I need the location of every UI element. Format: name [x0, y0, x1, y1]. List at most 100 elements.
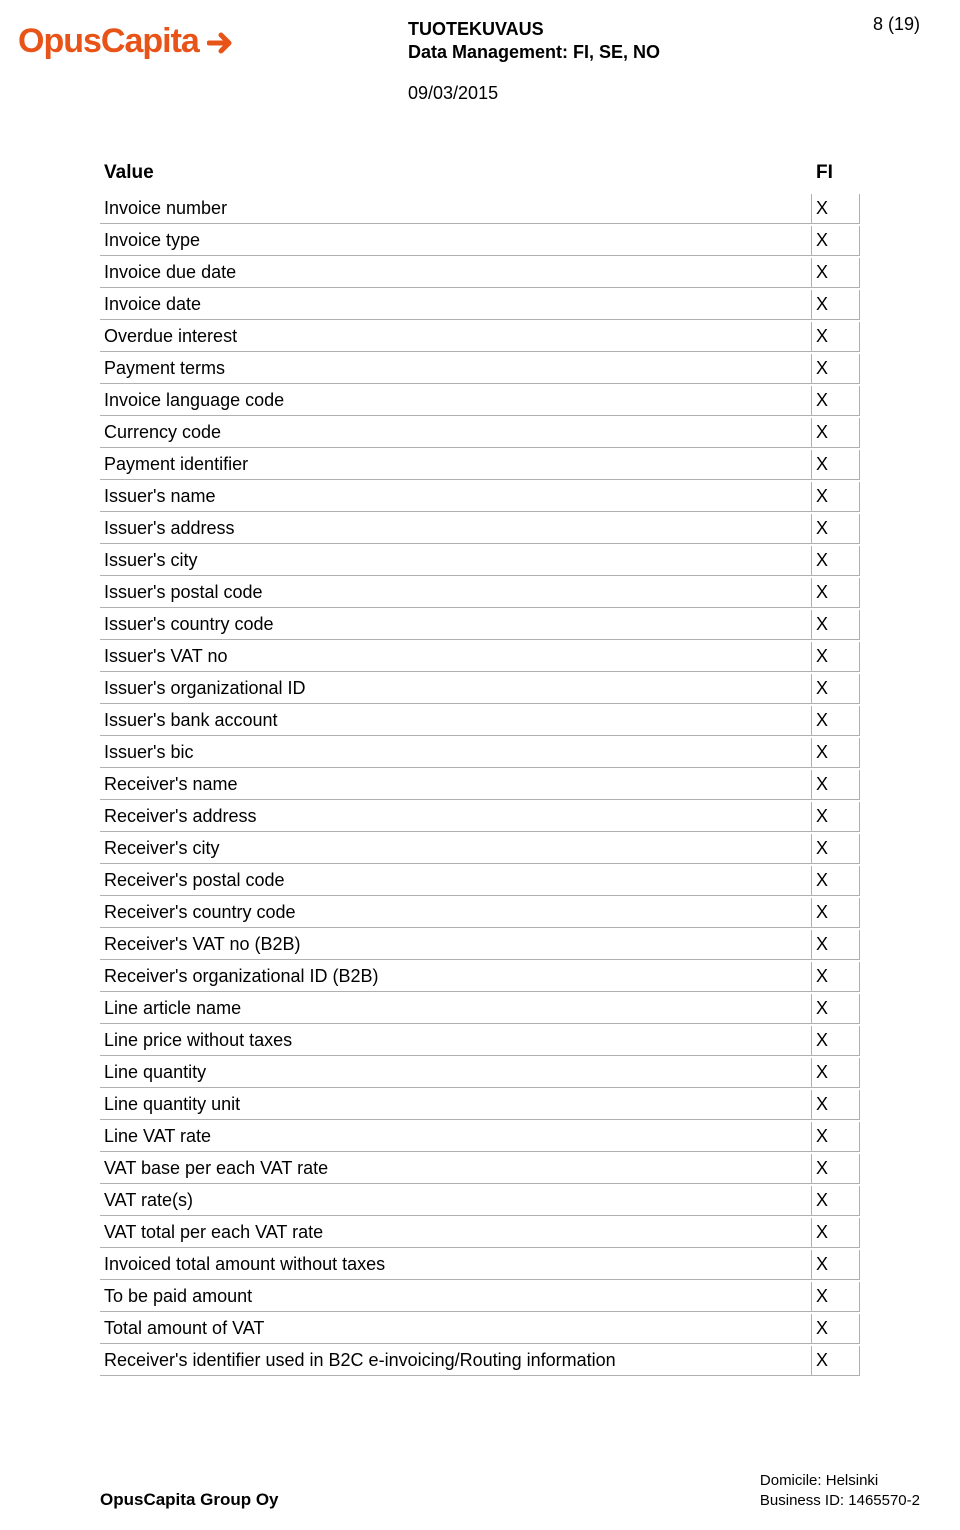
cell-fi: X [812, 386, 860, 416]
footer-business-id: Business ID: 1465570-2 [760, 1491, 920, 1511]
cell-label: Issuer's country code [100, 610, 812, 640]
cell-fi: X [812, 1026, 860, 1056]
table-row: Receiver's cityX [100, 834, 860, 864]
cell-label: Issuer's bank account [100, 706, 812, 736]
cell-fi: X [812, 546, 860, 576]
table-row: Issuer's addressX [100, 514, 860, 544]
table-header-row: Value FI [100, 156, 860, 192]
cell-label: Payment terms [100, 354, 812, 384]
cell-fi: X [812, 770, 860, 800]
cell-fi: X [812, 1058, 860, 1088]
page-header: OpusCapita TUOTEKUVAUS Data Management: … [0, 0, 960, 104]
table-row: Receiver's nameX [100, 770, 860, 800]
values-table: Value FI Invoice numberXInvoice typeXInv… [100, 154, 860, 1378]
cell-fi: X [812, 418, 860, 448]
table-row: VAT base per each VAT rateX [100, 1154, 860, 1184]
cell-label: Issuer's name [100, 482, 812, 512]
table-row: Invoice typeX [100, 226, 860, 256]
cell-fi: X [812, 1154, 860, 1184]
cell-label: Issuer's postal code [100, 578, 812, 608]
table-row: Issuer's postal codeX [100, 578, 860, 608]
footer-legal: Domicile: Helsinki Business ID: 1465570-… [760, 1471, 920, 1510]
table-row: Line article nameX [100, 994, 860, 1024]
cell-label: Receiver's name [100, 770, 812, 800]
cell-label: Payment identifier [100, 450, 812, 480]
logo-text: OpusCapita [18, 22, 199, 60]
cell-label: Issuer's bic [100, 738, 812, 768]
cell-label: Invoice due date [100, 258, 812, 288]
cell-label: Line quantity [100, 1058, 812, 1088]
table-row: Line VAT rateX [100, 1122, 860, 1152]
table-row: Overdue interestX [100, 322, 860, 352]
cell-fi: X [812, 1122, 860, 1152]
table-row: Receiver's organizational ID (B2B)X [100, 962, 860, 992]
cell-label: Receiver's VAT no (B2B) [100, 930, 812, 960]
footer-domicile: Domicile: Helsinki [760, 1471, 920, 1491]
cell-label: Receiver's postal code [100, 866, 812, 896]
doc-title-line2: Data Management: FI, SE, NO [408, 41, 920, 64]
cell-fi: X [812, 1282, 860, 1312]
table-row: Issuer's organizational IDX [100, 674, 860, 704]
table-row: Payment termsX [100, 354, 860, 384]
cell-fi: X [812, 962, 860, 992]
cell-fi: X [812, 1218, 860, 1248]
cell-fi: X [812, 610, 860, 640]
cell-label: Line article name [100, 994, 812, 1024]
cell-fi: X [812, 642, 860, 672]
cell-fi: X [812, 354, 860, 384]
doc-title-line1: TUOTEKUVAUS [408, 18, 920, 41]
doc-date: 09/03/2015 [408, 83, 920, 104]
table-row: Invoice numberX [100, 194, 860, 224]
cell-fi: X [812, 1314, 860, 1344]
cell-fi: X [812, 834, 860, 864]
logo: OpusCapita [18, 22, 237, 63]
table-row: Issuer's bicX [100, 738, 860, 768]
cell-label: Line VAT rate [100, 1122, 812, 1152]
table-row: Invoiced total amount without taxesX [100, 1250, 860, 1280]
cell-label: Issuer's address [100, 514, 812, 544]
table-row: Receiver's country codeX [100, 898, 860, 928]
cell-fi: X [812, 1186, 860, 1216]
table-row: Receiver's identifier used in B2C e-invo… [100, 1346, 860, 1376]
cell-fi: X [812, 194, 860, 224]
cell-label: Line quantity unit [100, 1090, 812, 1120]
cell-label: To be paid amount [100, 1282, 812, 1312]
table-row: Invoice language codeX [100, 386, 860, 416]
table-row: Line quantity unitX [100, 1090, 860, 1120]
cell-fi: X [812, 706, 860, 736]
cell-label: Invoice type [100, 226, 812, 256]
cell-label: Invoice number [100, 194, 812, 224]
cell-label: VAT base per each VAT rate [100, 1154, 812, 1184]
cell-label: VAT total per each VAT rate [100, 1218, 812, 1248]
table-row: Issuer's nameX [100, 482, 860, 512]
cell-fi: X [812, 322, 860, 352]
cell-label: Invoice date [100, 290, 812, 320]
table-row: Total amount of VATX [100, 1314, 860, 1344]
cell-fi: X [812, 930, 860, 960]
cell-label: Overdue interest [100, 322, 812, 352]
cell-fi: X [812, 898, 860, 928]
table-row: Currency codeX [100, 418, 860, 448]
cell-label: Line price without taxes [100, 1026, 812, 1056]
cell-fi: X [812, 674, 860, 704]
page-number: 8 (19) [873, 14, 920, 35]
cell-label: Receiver's city [100, 834, 812, 864]
cell-fi: X [812, 450, 860, 480]
table-row: Invoice due dateX [100, 258, 860, 288]
table-row: VAT rate(s)X [100, 1186, 860, 1216]
cell-label: Receiver's organizational ID (B2B) [100, 962, 812, 992]
doc-title: TUOTEKUVAUS Data Management: FI, SE, NO [408, 18, 920, 65]
col-header-value: Value [100, 156, 812, 192]
table-row: Receiver's VAT no (B2B)X [100, 930, 860, 960]
cell-fi: X [812, 866, 860, 896]
cell-fi: X [812, 1346, 860, 1376]
cell-fi: X [812, 738, 860, 768]
cell-label: Receiver's identifier used in B2C e-invo… [100, 1346, 812, 1376]
cell-fi: X [812, 578, 860, 608]
table-row: Invoice dateX [100, 290, 860, 320]
cell-fi: X [812, 1250, 860, 1280]
table-row: Receiver's addressX [100, 802, 860, 832]
page-footer: OpusCapita Group Oy Domicile: Helsinki B… [0, 1490, 960, 1510]
cell-fi: X [812, 258, 860, 288]
content-area: Value FI Invoice numberXInvoice typeXInv… [0, 104, 960, 1378]
